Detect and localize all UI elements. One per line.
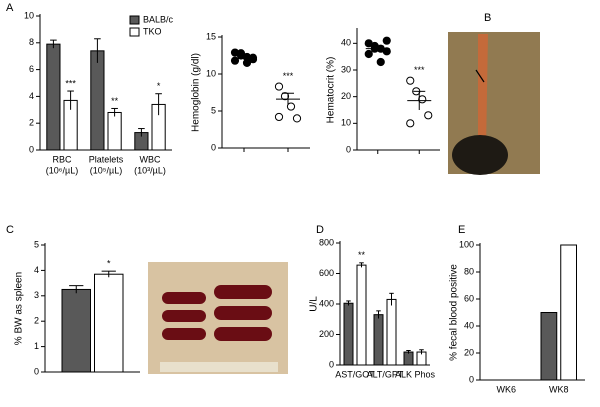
bar [107,111,122,151]
y-tick-label: 4 [34,265,39,275]
y-tick-label: 40 [341,38,351,48]
point [280,92,290,101]
x-tick-label: ALK Phos [395,369,436,379]
x-tick-unit: (10⁵/µL) [90,165,122,175]
point [364,49,373,59]
y-tick-label: 40 [464,320,474,330]
x-tick-label: ALT/GPT [367,369,404,379]
y-tick-label: 0 [346,144,351,154]
bar [343,302,354,366]
y-tick-label: 600 [319,268,334,278]
y-tick-label: 3 [34,290,39,300]
y-tick-label: 80 [464,266,474,276]
annotation: * [107,259,111,269]
y-tick-label: 400 [319,298,334,308]
y-axis-label: Hematocrit (%) [326,57,337,124]
bar [386,298,397,366]
y-tick-label: 5 [211,105,216,115]
legend-swatch [129,27,140,37]
panel-label: D [316,224,324,236]
y-tick-label: 100 [459,239,474,249]
point [382,36,391,45]
photo-b [448,32,540,175]
y-tick-label: 6 [29,64,34,74]
legend-label: BALB/c [143,14,174,24]
x-tick-unit: (10⁶/µL) [46,165,78,175]
point [274,112,284,122]
x-tick-label: RBC [52,154,72,164]
y-tick-label: 1 [34,341,39,351]
y-axis-label: Hemoglobin (g/dl) [191,53,202,132]
x-tick-label: WK6 [496,384,516,394]
x-tick-label: AST/GOT [335,369,375,379]
y-axis-label: % fecal blood positive [449,264,460,361]
y-tick-label: 5 [34,239,39,249]
point [248,53,258,62]
y-tick-label: 0 [34,366,39,376]
bar [560,244,577,381]
annotation: ** [358,250,366,260]
bar [90,50,105,151]
point [406,76,415,85]
annotation: ** [111,96,119,106]
y-tick-label: 60 [464,293,474,303]
bar [356,264,367,366]
point [274,82,284,91]
annotation: *** [283,71,294,81]
y-tick-label: 15 [206,31,216,41]
y-tick-label: 20 [341,91,351,101]
x-tick-label: WK8 [549,384,569,394]
x-tick-label: WBC [140,154,161,164]
point [382,47,391,56]
point [242,58,252,68]
y-axis-label: U/L [309,296,320,312]
panel-label: A [6,2,14,14]
y-tick-label: 2 [34,316,39,326]
y-tick-label: 10 [24,10,34,20]
bar [403,351,414,366]
y-tick-label: 200 [319,329,334,339]
point [292,114,302,123]
bar [540,312,558,381]
annotation: *** [414,65,425,75]
y-tick-label: 30 [341,64,351,74]
y-tick-label: 2 [29,118,34,128]
point [286,102,296,111]
legend-swatch [129,15,140,25]
bar [94,273,124,373]
y-tick-label: 10 [341,118,351,128]
bar [61,288,91,373]
y-tick-label: 10 [206,68,216,78]
photo-c [148,262,288,374]
bar [373,314,384,366]
y-axis-label: % BW as spleen [14,272,25,345]
annotation: * [157,81,161,91]
bar [46,43,61,151]
y-tick-label: 20 [464,347,474,357]
y-tick-label: 0 [469,374,474,384]
point [376,57,385,67]
y-tick-label: 800 [319,237,334,247]
point [424,111,433,120]
panel-label: B [484,12,491,24]
panel-label: C [6,224,14,236]
panel-label: E [458,224,465,236]
annotation: *** [65,78,76,88]
point [406,119,415,128]
x-tick-label: Platelets [89,154,124,164]
x-tick-unit: (10³/µL) [134,165,166,175]
y-tick-label: 0 [211,142,216,152]
y-tick-label: 4 [29,91,34,101]
y-tick-label: 0 [329,359,334,369]
legend-label: TKO [143,26,162,36]
y-tick-label: 0 [29,144,34,154]
y-tick-label: 8 [29,37,34,47]
